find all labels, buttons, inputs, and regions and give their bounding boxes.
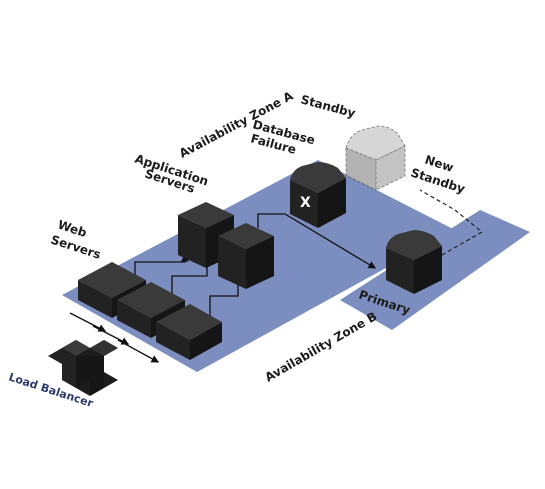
app-server-2 (218, 223, 274, 289)
connection-lines (69, 213, 377, 363)
replication-line (419, 189, 484, 256)
load-balancer-icon (48, 340, 118, 396)
failure-x-icon: X (300, 195, 311, 211)
web-server-3 (156, 304, 222, 360)
failed-database: X (290, 162, 346, 228)
ghost-standby-database (345, 125, 406, 191)
standby-label: Standby (299, 92, 357, 120)
primary-database (386, 230, 442, 294)
